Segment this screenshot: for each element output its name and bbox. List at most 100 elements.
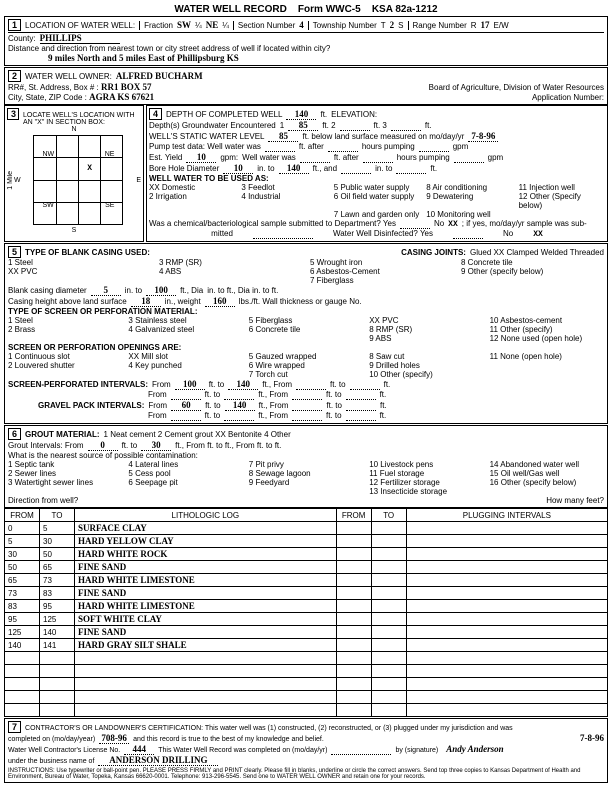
option: 2 Irrigation	[149, 192, 235, 210]
gi-to: ft. to	[122, 441, 138, 450]
to1: ft. to	[209, 380, 225, 389]
mile-label: 1 Mile	[7, 171, 14, 190]
gftto2: ft. to	[326, 401, 342, 410]
section-num-label: Section Number	[233, 21, 295, 30]
option: 16 Other (specify below)	[490, 478, 604, 487]
option: 13 Insecticide storage	[369, 487, 483, 496]
ew: E/W	[494, 21, 509, 30]
pb4	[300, 153, 330, 163]
bh-b1	[341, 164, 371, 174]
nw: NW	[42, 151, 54, 158]
gb1	[292, 401, 322, 411]
bcd-to: in. to	[125, 286, 142, 295]
option	[490, 370, 604, 379]
gb2	[346, 401, 376, 411]
option	[490, 361, 604, 370]
rr-label: RR#, St. Address, Box # :	[8, 83, 99, 92]
pb1	[265, 142, 295, 152]
lic-b	[331, 747, 391, 755]
hrs1: hours pumping	[362, 142, 415, 151]
form-ksa: KSA 82a-1212	[372, 4, 438, 15]
ftto2b: ft. to	[326, 390, 342, 399]
section-number-3: 3	[7, 108, 19, 120]
frac1: SW	[177, 20, 191, 30]
bh-ft2: ft.	[430, 164, 437, 173]
spi-t1: 140	[228, 379, 258, 390]
gb6	[346, 411, 376, 421]
bcd-to-v: 100	[146, 285, 176, 296]
chem-y	[400, 219, 430, 229]
gpm1: gpm	[453, 142, 469, 151]
option	[249, 487, 363, 496]
gpm2: gpm	[488, 153, 504, 162]
bh-v: 10	[223, 163, 253, 174]
table-row	[5, 665, 608, 678]
cert2b: and this record is true to the best of m…	[133, 736, 324, 743]
option: 8 Air conditioning	[426, 183, 512, 192]
table-row: 3050HARD WHITE ROCK	[5, 548, 608, 561]
option: 9 Drilled holes	[369, 361, 483, 370]
table-row	[5, 678, 608, 691]
compass-e: E	[136, 177, 141, 184]
township-label: Township Number	[308, 21, 377, 30]
swl: 85	[268, 131, 298, 142]
option: 6 Wire wrapped	[249, 361, 363, 370]
option	[8, 370, 122, 379]
section-num: 4	[299, 20, 304, 30]
pb5	[363, 153, 393, 163]
lith-header: TO	[40, 509, 75, 522]
gftto2b: ft. to	[326, 411, 342, 420]
ftend1: ft.	[384, 380, 391, 389]
option: 5 Gauzed wrapped	[249, 352, 363, 361]
bcd: Blank casing diameter	[8, 286, 87, 295]
option: 12 Other (Specify below)	[519, 192, 605, 210]
dist-value: 9 miles North and 5 miles East of Philli…	[48, 53, 239, 63]
sb4	[224, 390, 254, 400]
gfrom1: From	[148, 401, 167, 410]
ne: NE	[105, 151, 115, 158]
table-row	[5, 704, 608, 717]
contam-opts: 1 Septic tank4 Lateral lines7 Pit privy1…	[8, 460, 604, 496]
gw3	[391, 121, 421, 131]
sb3	[171, 390, 201, 400]
option	[128, 370, 242, 379]
lith-header: TO	[371, 509, 406, 522]
lith-header-row: FROMTOLITHOLOGIC LOGFROMTOPLUGGING INTER…	[5, 509, 608, 522]
option	[159, 276, 302, 285]
mitted-b	[253, 229, 313, 239]
gi-rest: ft., From ft. to ft., From ft. to ft.	[175, 441, 281, 450]
cert2-date: 708-96	[99, 733, 129, 744]
bcd-rest: in. to ft., Dia in. to ft.	[207, 286, 278, 295]
table-row: 5065FINE SAND	[5, 561, 608, 574]
option: 3 Feedlot	[241, 183, 327, 192]
bh-b2	[396, 164, 426, 174]
gfttail2: ft., From	[258, 411, 288, 420]
hrs2: hours pumping	[397, 153, 450, 162]
section-4-depth: 4 DEPTH OF COMPLETED WELL 140 ft. ELEVAT…	[146, 105, 608, 242]
section-1-location: 1 LOCATION OF WATER WELL: Fraction SW ¼ …	[4, 16, 608, 66]
section-5-casing: 5 TYPE OF BLANK CASING USED: CASING JOIN…	[4, 243, 608, 424]
biz: under the business name of	[8, 758, 94, 765]
table-row: 8395HARD WHITE LIMESTONE	[5, 600, 608, 613]
table-row: 140141HARD GRAY SILT SHALE	[5, 639, 608, 652]
gw2	[340, 121, 370, 131]
option: 11 Other (specify)	[490, 325, 604, 334]
lithologic-table: FROMTOLITHOLOGIC LOGFROMTOPLUGGING INTER…	[4, 508, 608, 717]
option: 2 Sewer lines	[8, 469, 122, 478]
gw1: 85	[288, 120, 318, 131]
gpi: GRAVEL PACK INTERVALS:	[38, 401, 144, 410]
gto2: ft. to	[205, 411, 221, 420]
gb5	[292, 411, 322, 421]
swl-tail: ft. below land surface measured on mo/da…	[302, 132, 464, 141]
table-row: 7383FINE SAND	[5, 587, 608, 600]
lith-header: PLUGGING INTERVALS	[406, 509, 607, 522]
fraction-label: Fraction	[139, 21, 173, 30]
pb3	[419, 142, 449, 152]
option	[249, 334, 363, 343]
ft1: ft.	[320, 110, 327, 119]
gfttail1: ft., From	[259, 401, 289, 410]
option: 15 Oil well/Gas well	[490, 469, 604, 478]
rr-value: RR1 BOX 57	[101, 82, 152, 92]
option: 1 Steel	[8, 258, 151, 267]
range: 17	[481, 20, 490, 30]
